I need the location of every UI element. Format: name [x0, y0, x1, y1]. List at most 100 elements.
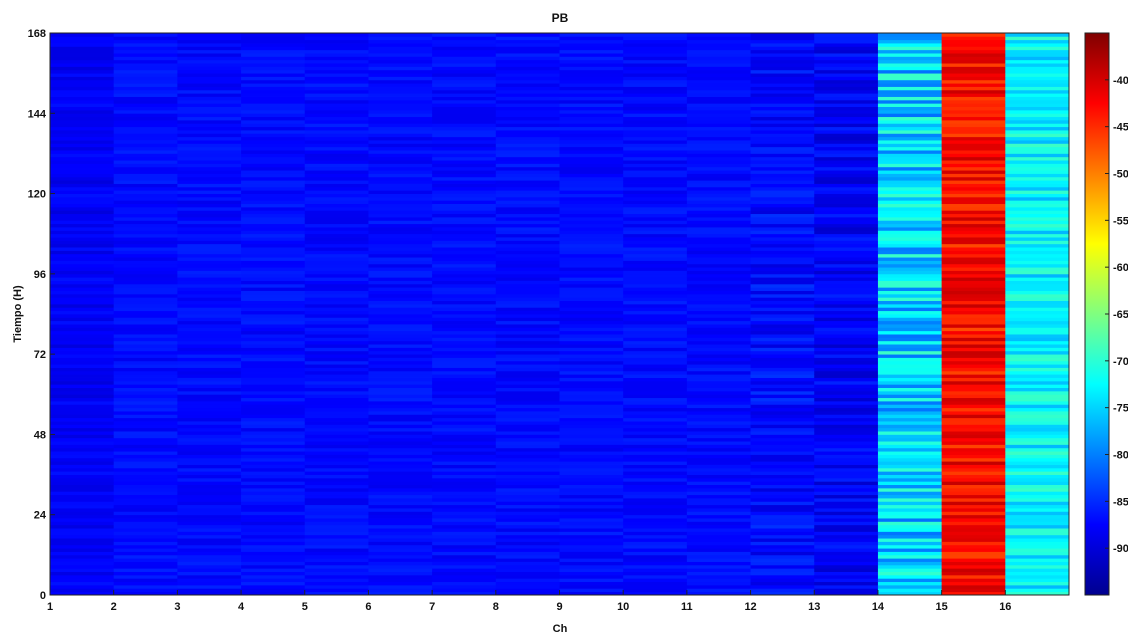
- heatmap-cell: [241, 33, 306, 37]
- heatmap-cell: [241, 387, 306, 392]
- heatmap-cell: [686, 310, 751, 315]
- heatmap-cell: [877, 300, 943, 305]
- heatmap-cell: [368, 133, 433, 138]
- heatmap-cell: [432, 568, 497, 572]
- heatmap-cell: [113, 564, 178, 569]
- heatmap-cell: [623, 477, 688, 482]
- heatmap-cell: [177, 581, 242, 586]
- heatmap-cell: [177, 240, 242, 245]
- heatmap-cell: [495, 216, 560, 221]
- heatmap-cell: [241, 574, 306, 579]
- heatmap-cell: [495, 344, 560, 348]
- heatmap-cell: [241, 109, 306, 114]
- heatmap-cell: [686, 49, 751, 54]
- heatmap-cell: [1005, 36, 1070, 41]
- heatmap-cell: [495, 73, 560, 77]
- heatmap-cell: [623, 237, 688, 241]
- heatmap-cell: [814, 454, 879, 459]
- heatmap-cell: [368, 270, 433, 275]
- heatmap-cell: [1005, 407, 1070, 412]
- heatmap-cell: [941, 267, 1006, 271]
- heatmap-cell: [1005, 471, 1070, 475]
- heatmap-cell: [241, 461, 306, 465]
- heatmap-cell: [1005, 227, 1070, 231]
- heatmap-cell: [432, 263, 497, 268]
- heatmap-cell: [750, 350, 815, 355]
- heatmap-cell: [241, 130, 306, 134]
- heatmap-cell: [559, 461, 624, 465]
- heatmap-cell: [941, 79, 1006, 84]
- heatmap-cell: [113, 357, 178, 362]
- heatmap-cell: [814, 273, 879, 278]
- heatmap-cell: [432, 270, 497, 275]
- heatmap-cell: [623, 46, 688, 51]
- heatmap-cell: [1005, 521, 1070, 526]
- heatmap-cell: [241, 220, 306, 225]
- heatmap-cell: [686, 300, 751, 305]
- heatmap-cell: [50, 551, 115, 556]
- heatmap-cell: [686, 554, 751, 559]
- heatmap-cell: [50, 126, 115, 131]
- heatmap-cell: [50, 357, 115, 362]
- heatmap-cell: [50, 441, 115, 445]
- heatmap-cell: [495, 146, 560, 151]
- heatmap-cell: [559, 357, 624, 362]
- heatmap-cell: [495, 173, 560, 178]
- heatmap-cell: [814, 320, 879, 325]
- heatmap-cell: [50, 109, 115, 114]
- heatmap-cell: [368, 106, 433, 111]
- heatmap-cell: [750, 588, 815, 593]
- heatmap-cell: [177, 367, 242, 372]
- heatmap-cell: [623, 59, 688, 64]
- heatmap-cell: [113, 350, 178, 355]
- heatmap-cell: [877, 591, 943, 596]
- heatmap-cell: [432, 69, 497, 74]
- heatmap-cell: [177, 310, 242, 315]
- heatmap-cell: [113, 501, 178, 506]
- heatmap-cell: [941, 461, 1006, 465]
- heatmap-cell: [495, 237, 560, 241]
- heatmap-cell: [113, 53, 178, 57]
- heatmap-cell: [50, 46, 115, 51]
- heatmap-cell: [686, 166, 751, 171]
- heatmap-cell: [559, 514, 624, 519]
- heatmap-cell: [686, 404, 751, 409]
- heatmap-cell: [814, 53, 879, 57]
- heatmap-cell: [623, 434, 688, 439]
- heatmap-cell: [941, 237, 1006, 241]
- heatmap-cell: [368, 240, 433, 245]
- heatmap-cell: [50, 86, 115, 91]
- heatmap-cell: [559, 508, 624, 512]
- heatmap-cell: [750, 76, 815, 81]
- heatmap-cell: [368, 548, 433, 552]
- heatmap-cell: [113, 130, 178, 134]
- heatmap-cell: [50, 437, 115, 442]
- heatmap-cell: [241, 49, 306, 54]
- x-tick-label: 15: [936, 601, 948, 613]
- heatmap-cell: [686, 160, 751, 164]
- heatmap-cell: [113, 340, 178, 345]
- heatmap-cell: [177, 531, 242, 536]
- heatmap-cell: [304, 300, 369, 305]
- heatmap-cell: [623, 350, 688, 355]
- heatmap-cell: [495, 140, 560, 144]
- heatmap-cell: [559, 210, 624, 215]
- heatmap-cell: [686, 400, 751, 405]
- heatmap-cell: [559, 76, 624, 81]
- heatmap-cell: [113, 140, 178, 144]
- heatmap-cell: [1005, 160, 1070, 164]
- heatmap-cell: [495, 454, 560, 459]
- heatmap-cell: [686, 230, 751, 235]
- heatmap-cell: [750, 457, 815, 462]
- heatmap-cell: [50, 103, 115, 107]
- heatmap-cell: [750, 260, 815, 265]
- heatmap-cell: [877, 126, 943, 131]
- heatmap-cell: [495, 404, 560, 409]
- heatmap-cell: [877, 260, 943, 265]
- heatmap-cell: [432, 558, 497, 562]
- heatmap-cell: [304, 474, 369, 479]
- heatmap-cell: [495, 270, 560, 275]
- heatmap-cell: [432, 340, 497, 345]
- heatmap-cell: [50, 514, 115, 519]
- heatmap-cell: [1005, 544, 1070, 549]
